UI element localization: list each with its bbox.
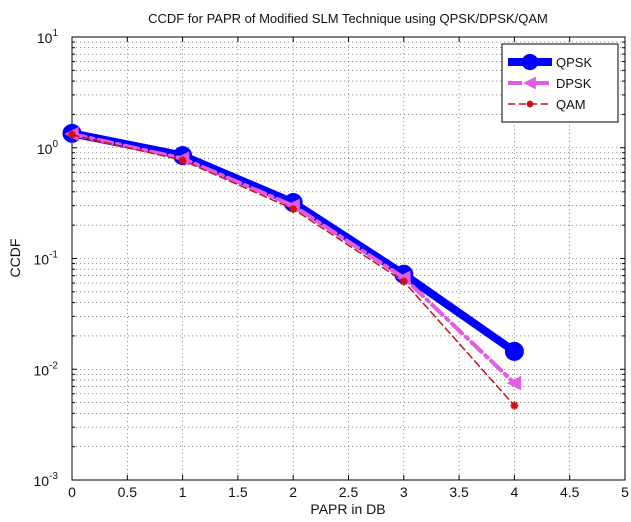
chart-title: CCDF for PAPR of Modified SLM Technique … bbox=[148, 11, 548, 26]
grid bbox=[72, 37, 625, 480]
y-tick-label: 10-3 bbox=[34, 471, 59, 489]
x-tick-label: 5 bbox=[621, 484, 629, 500]
y-tick-label: 101 bbox=[37, 28, 59, 46]
x-tick-label: 3.5 bbox=[449, 484, 469, 500]
qam-legend-marker bbox=[526, 100, 534, 108]
y-axis-title: CCDF bbox=[7, 239, 23, 278]
y-tick-label: 10-1 bbox=[34, 250, 59, 268]
axis-ticks: 0 0.5 1 1.5 2 2.5 3 3.5 4 4.5 5 10-3 10-2 10-1 100 101 bbox=[34, 28, 630, 500]
dpsk-legend-label: DPSK bbox=[556, 76, 592, 91]
dpsk-point bbox=[506, 375, 522, 391]
qam-point bbox=[399, 277, 408, 286]
x-tick-label: 2 bbox=[289, 484, 297, 500]
qam-point bbox=[178, 156, 187, 165]
x-tick-label: 4.5 bbox=[560, 484, 580, 500]
series-layer bbox=[62, 123, 524, 410]
x-tick-label: 4 bbox=[511, 484, 519, 500]
x-tick-label: 1 bbox=[179, 484, 187, 500]
qam-point bbox=[68, 130, 76, 139]
x-tick-label: 0 bbox=[68, 484, 76, 500]
legend: QPSK DPSK QAM bbox=[501, 43, 619, 123]
x-tick-label: 3 bbox=[400, 484, 408, 500]
dpsk-legend-marker bbox=[523, 76, 536, 90]
x-axis-title: PAPR in DB bbox=[310, 501, 385, 517]
qam-point bbox=[289, 204, 298, 213]
qpsk-legend-marker bbox=[521, 53, 539, 71]
qpsk-legend-label: QPSK bbox=[556, 55, 592, 70]
qam-legend-label: QAM bbox=[556, 97, 586, 112]
y-tick-label: 100 bbox=[37, 139, 59, 157]
x-tick-label: 0.5 bbox=[118, 484, 138, 500]
x-tick-label: 1.5 bbox=[228, 484, 248, 500]
x-tick-label: 2.5 bbox=[339, 484, 359, 500]
qam-point bbox=[510, 401, 519, 410]
y-tick-label: 10-2 bbox=[34, 360, 59, 378]
qpsk-point bbox=[504, 341, 524, 361]
